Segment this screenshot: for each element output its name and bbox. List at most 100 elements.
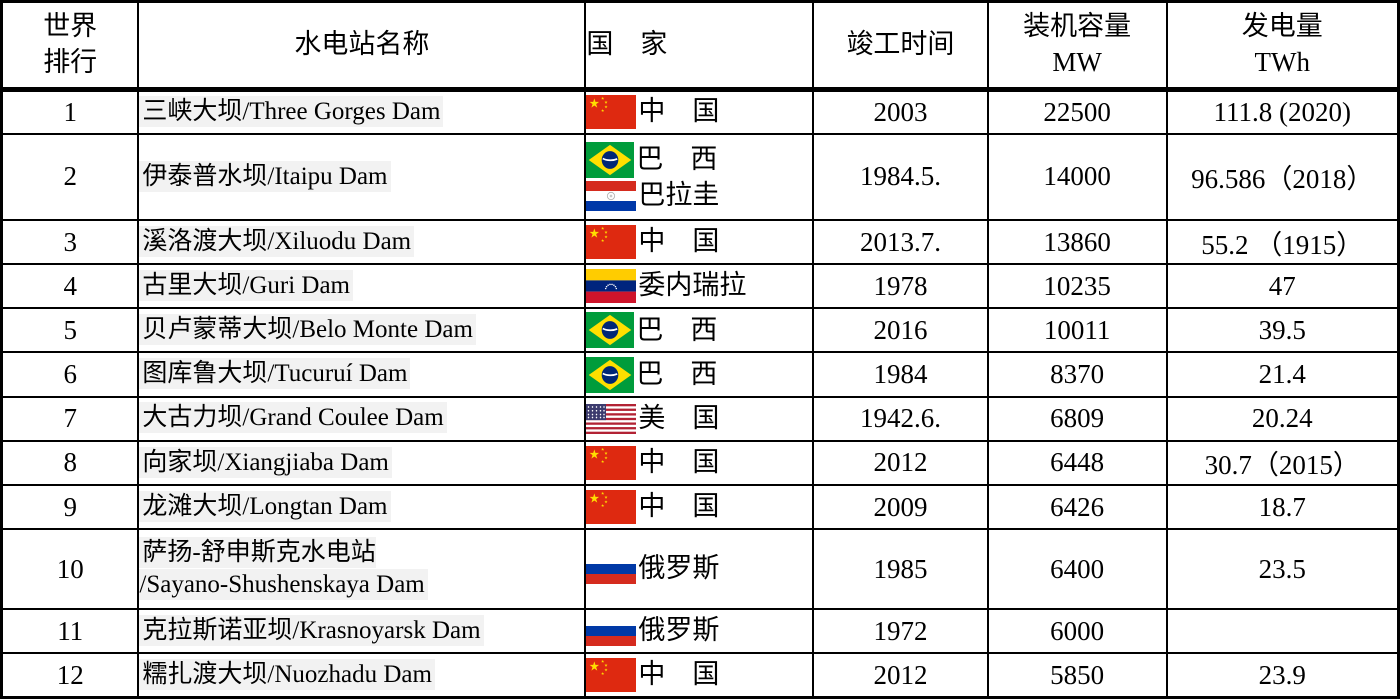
country-name: 中 国 xyxy=(638,96,720,127)
table-header: 世界 排行 水电站名称 国 家 竣工时间 装机容量 MW 发电量 TWh xyxy=(0,0,1400,92)
table-row: 11 克拉斯诺亚坝/Krasnoyarsk Dam 俄罗斯 1972 6000 xyxy=(0,608,1400,655)
country-name: 巴 西 xyxy=(636,314,718,345)
country-list: 俄罗斯 xyxy=(586,554,812,585)
rank-cell: 11 xyxy=(0,608,140,655)
dam-name: 克拉斯诺亚坝/Krasnoyarsk Dam xyxy=(139,614,484,646)
brazil-flag-icon xyxy=(586,142,635,179)
dam-name: 贝卢蒙蒂大坝/Belo Monte Dam xyxy=(139,314,476,346)
dam-name: 伊泰普水坝/Itaipu Dam xyxy=(139,160,391,192)
table-row: 4 古里大坝/Guri Dam 委内瑞拉 1978 10235 47 xyxy=(0,263,1400,310)
table-row: 7 大古力坝/Grand Coulee Dam 美 国 1942.6. 6809… xyxy=(0,395,1400,442)
rank-cell: 9 xyxy=(0,483,140,531)
country-entry: 俄罗斯 xyxy=(586,616,812,647)
table-row: 3 溪洛渡大坝/Xiluodu Dam 中 国 2013.7. 13860 55… xyxy=(0,218,1400,266)
table-row: 6 图库鲁大坝/Tucuruí Dam 巴 西 1984 8370 21.4 xyxy=(0,351,1400,398)
dam-name-cell: 伊泰普水坝/Itaipu Dam xyxy=(137,132,587,221)
completion-cell: 2012 xyxy=(812,652,989,699)
capacity-cell: 13860 xyxy=(986,218,1168,266)
russia-flag-icon xyxy=(586,554,637,585)
table-row: 2 伊泰普水坝/Itaipu Dam 巴 西巴拉圭 1984.5. 14000 … xyxy=(0,132,1400,221)
country-list: 巴 西 xyxy=(586,312,812,349)
china-flag-icon xyxy=(586,225,637,259)
country-list: 巴 西巴拉圭 xyxy=(586,142,812,212)
generation-cell: 23.9 xyxy=(1165,652,1400,699)
generation-cell: 23.5 xyxy=(1165,528,1400,611)
country-entry: 中 国 xyxy=(586,490,812,525)
completion-cell: 2012 xyxy=(812,439,989,486)
header-installed-capacity: 装机容量 MW xyxy=(986,0,1168,92)
completion-cell: 1984.5. xyxy=(812,132,989,221)
dam-name-cell: 糯扎渡大坝/Nuozhadu Dam xyxy=(137,652,587,699)
rank-cell: 10 xyxy=(0,528,140,611)
table-row: 5 贝卢蒙蒂大坝/Belo Monte Dam 巴 西 2016 10011 3… xyxy=(0,307,1400,354)
dam-name: 龙滩大坝/Longtan Dam xyxy=(139,490,391,522)
china-flag-icon xyxy=(586,445,637,480)
rank-cell: 7 xyxy=(0,395,140,442)
dam-name: 三峡大坝/Three Gorges Dam xyxy=(139,96,444,128)
country-name: 巴 西 xyxy=(636,358,718,389)
dam-name-cell: 古里大坝/Guri Dam xyxy=(137,263,587,310)
country-entry: 巴 西 xyxy=(586,356,812,393)
country-entry: 巴 西 xyxy=(586,312,812,349)
country-name: 中 国 xyxy=(638,491,720,522)
rank-cell: 3 xyxy=(0,218,140,266)
china-flag-icon xyxy=(586,95,637,130)
table-row: 10 萨扬-舒申斯克水电站 /Sayano-Shushenskaya Dam 俄… xyxy=(0,528,1400,611)
capacity-cell: 10235 xyxy=(986,263,1168,310)
header-station-name: 水电站名称 xyxy=(137,0,587,92)
capacity-cell: 10011 xyxy=(986,307,1168,354)
capacity-cell: 6400 xyxy=(986,528,1168,611)
country-name: 巴拉圭 xyxy=(638,180,720,211)
country-entry: 中 国 xyxy=(586,445,812,480)
generation-cell: 96.586（2018） xyxy=(1165,132,1400,221)
country-list: 中 国 xyxy=(586,225,812,259)
completion-cell: 2009 xyxy=(812,483,989,531)
dam-name: 糯扎渡大坝/Nuozhadu Dam xyxy=(139,658,435,690)
country-cell: 巴 西 xyxy=(584,307,815,354)
country-cell: 巴 西 xyxy=(584,351,815,398)
dam-name-cell: 克拉斯诺亚坝/Krasnoyarsk Dam xyxy=(137,608,587,655)
brazil-flag-icon xyxy=(586,356,635,393)
country-entry: 巴拉圭 xyxy=(586,180,812,212)
rank-cell: 1 xyxy=(0,88,140,135)
country-name: 委内瑞拉 xyxy=(638,270,747,301)
completion-cell: 1984 xyxy=(812,351,989,398)
country-cell: 中 国 xyxy=(584,483,815,531)
country-cell: 委内瑞拉 xyxy=(584,263,815,310)
completion-cell: 1972 xyxy=(812,608,989,655)
header-row: 世界 排行 水电站名称 国 家 竣工时间 装机容量 MW 发电量 TWh xyxy=(0,0,1400,92)
venezuela-flag-icon xyxy=(586,269,637,304)
completion-cell: 2003 xyxy=(812,88,989,135)
country-entry: 中 国 xyxy=(586,225,812,259)
country-entry: 美 国 xyxy=(586,403,812,434)
country-entry: 中 国 xyxy=(586,658,812,693)
dam-name: 大古力坝/Grand Coulee Dam xyxy=(139,402,447,434)
completion-cell: 1985 xyxy=(812,528,989,611)
country-name: 中 国 xyxy=(638,447,720,478)
completion-cell: 2013.7. xyxy=(812,218,989,266)
header-completion-time: 竣工时间 xyxy=(812,0,989,92)
capacity-cell: 8370 xyxy=(986,351,1168,398)
header-generation: 发电量 TWh xyxy=(1165,0,1400,92)
capacity-cell: 6809 xyxy=(986,395,1168,442)
china-flag-icon xyxy=(586,490,637,525)
header-country: 国 家 xyxy=(584,0,815,92)
generation-cell: 47 xyxy=(1165,263,1400,310)
rank-cell: 5 xyxy=(0,307,140,354)
dam-name: 萨扬-舒申斯克水电站 /Sayano-Shushenskaya Dam xyxy=(139,536,428,601)
table-row: 1 三峡大坝/Three Gorges Dam 中 国 2003 22500 1… xyxy=(0,88,1400,135)
completion-cell: 1942.6. xyxy=(812,395,989,442)
country-entry: 巴 西 xyxy=(586,142,812,179)
country-cell: 中 国 xyxy=(584,652,815,699)
country-list: 委内瑞拉 xyxy=(586,269,812,304)
table-row: 8 向家坝/Xiangjiaba Dam 中 国 2012 6448 30.7（… xyxy=(0,439,1400,486)
generation-cell: 20.24 xyxy=(1165,395,1400,442)
rank-cell: 4 xyxy=(0,263,140,310)
country-list: 中 国 xyxy=(586,95,812,130)
country-cell: 中 国 xyxy=(584,439,815,486)
country-name: 巴 西 xyxy=(636,144,718,175)
brazil-flag-icon xyxy=(586,312,635,349)
dam-name-cell: 图库鲁大坝/Tucuruí Dam xyxy=(137,351,587,398)
